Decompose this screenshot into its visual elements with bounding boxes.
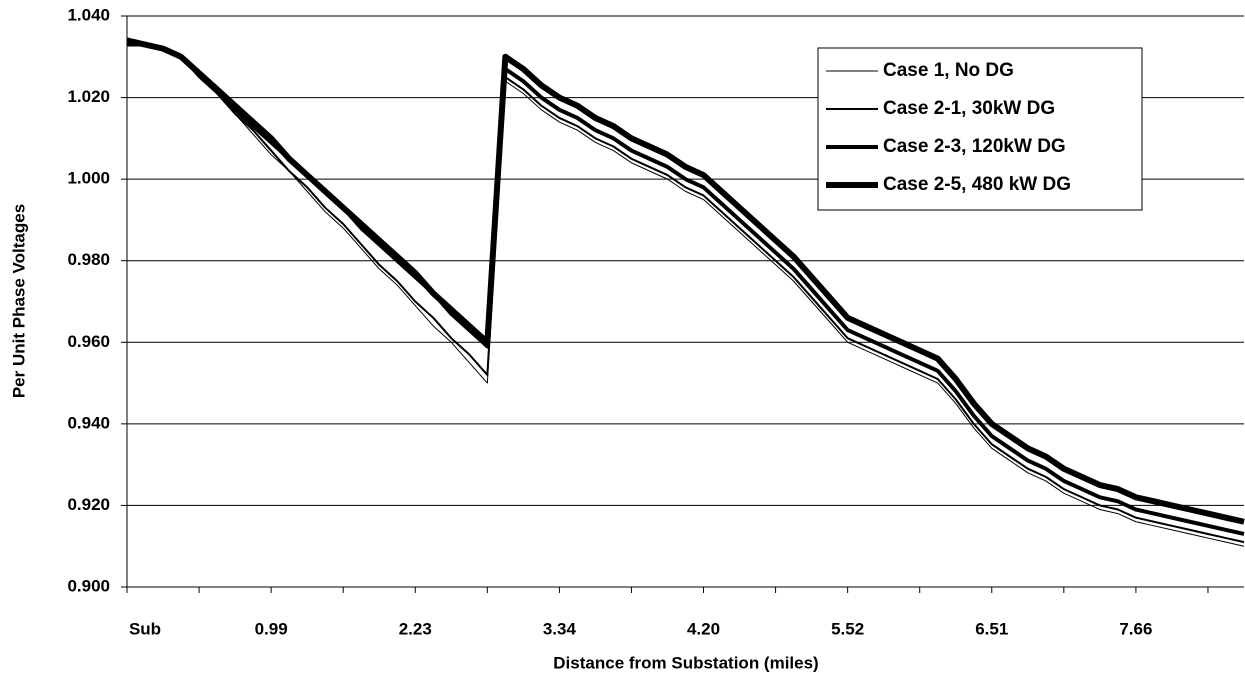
y-tick-label: 0.900 [67,576,110,595]
y-tick-label: 1.040 [67,5,110,24]
x-tick-label: 7.66 [1119,619,1152,638]
x-tick-label: 5.52 [831,619,864,638]
y-tick-label: 1.020 [67,87,110,106]
x-tick-label: Sub [129,619,161,638]
y-axis-title: Per Unit Phase Voltages [9,204,28,398]
series-line [126,37,1245,525]
legend-label: Case 2-3, 120kW DG [883,136,1066,157]
x-tick-label: 6.51 [975,619,1008,638]
x-tick-label: 4.20 [687,619,720,638]
x-tick-label: 3.34 [543,619,577,638]
x-tick-label: 0.99 [255,619,288,638]
y-tick-label: 0.980 [67,250,110,269]
y-tick-label: 0.960 [67,332,110,351]
legend-label: Case 2-5, 480 kW DG [883,174,1071,195]
legend-label: Case 1, No DG [883,60,1014,81]
y-tick-label: 1.000 [67,169,110,188]
legend-label: Case 2-1, 30kW DG [883,98,1055,119]
x-axis-title: Distance from Substation (miles) [553,653,818,672]
y-tick-label: 0.920 [67,495,110,514]
series-line [127,43,1245,544]
y-tick-label: 0.940 [67,413,110,432]
x-tick-label: 2.23 [399,619,432,638]
series-line [127,44,1245,547]
